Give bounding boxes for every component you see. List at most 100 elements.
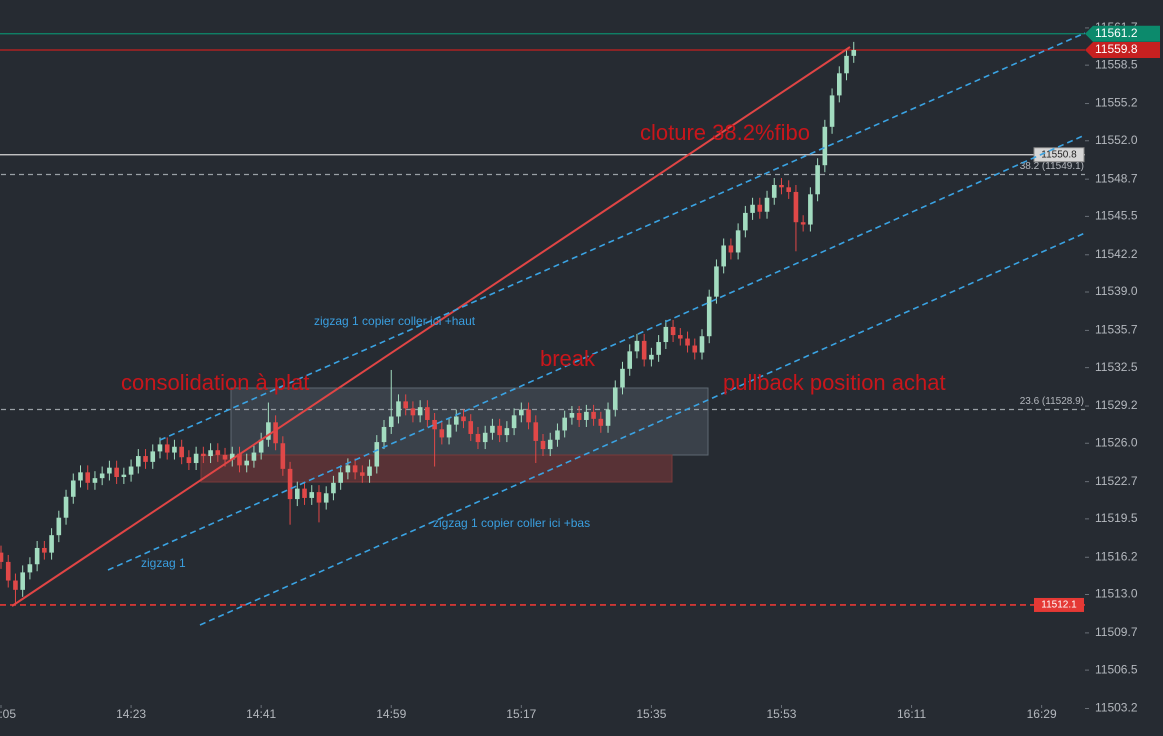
candle-body bbox=[201, 453, 206, 457]
candle-body bbox=[453, 416, 459, 425]
candle-body bbox=[107, 467, 112, 474]
candle-body bbox=[808, 194, 813, 225]
candle-body bbox=[547, 439, 553, 450]
candle-body bbox=[417, 407, 423, 416]
candle-body bbox=[215, 450, 221, 455]
candle-body bbox=[540, 440, 546, 450]
candle-body bbox=[432, 419, 437, 430]
candle-body bbox=[526, 409, 531, 423]
price-tag-label: 11559.8 bbox=[1095, 42, 1138, 56]
candle-body bbox=[750, 204, 755, 213]
candle-body bbox=[157, 444, 163, 452]
candle-body bbox=[352, 465, 358, 473]
candle-body bbox=[164, 444, 170, 453]
candle-body bbox=[63, 496, 69, 518]
x-tick-label: 15:35 bbox=[636, 707, 666, 721]
candle-body bbox=[475, 433, 481, 443]
candle-body bbox=[56, 517, 62, 536]
candle-body bbox=[208, 450, 213, 457]
price-tag-label: 11561.2 bbox=[1095, 26, 1138, 40]
candle-body bbox=[374, 442, 380, 467]
candle-body bbox=[757, 204, 763, 212]
candle-body bbox=[678, 335, 683, 339]
y-tick-label: 11555.2 bbox=[1095, 96, 1138, 110]
candle-body bbox=[793, 191, 799, 223]
candle-body bbox=[193, 453, 199, 464]
candle-body bbox=[78, 472, 83, 481]
y-tick-label: 11506.5 bbox=[1095, 662, 1138, 676]
price-tag bbox=[1033, 147, 1085, 163]
candle-body bbox=[0, 552, 4, 562]
candle-body bbox=[99, 473, 105, 479]
y-tick-label: 11548.7 bbox=[1095, 171, 1138, 185]
candle-body bbox=[150, 451, 156, 462]
candle-body bbox=[815, 165, 820, 195]
candle-body bbox=[27, 564, 33, 573]
candle-body bbox=[504, 428, 510, 436]
candle-body bbox=[367, 466, 372, 476]
candle-body bbox=[670, 326, 676, 336]
annotation: cloture 38.2%fibo bbox=[640, 120, 810, 145]
candle-body bbox=[331, 482, 336, 494]
zigzag-line bbox=[11, 46, 851, 607]
y-tick-label: 11519.5 bbox=[1095, 511, 1138, 525]
y-tick-label: 11535.7 bbox=[1095, 323, 1138, 337]
candle-body bbox=[70, 480, 76, 497]
candle-body bbox=[569, 413, 575, 418]
candle-body bbox=[92, 478, 98, 483]
candle-body bbox=[229, 453, 235, 460]
candle-body bbox=[800, 222, 806, 225]
candle-body bbox=[381, 426, 387, 443]
candle-body bbox=[244, 460, 250, 466]
candle-body bbox=[172, 446, 177, 453]
candle-body bbox=[692, 345, 698, 353]
candle-body bbox=[620, 368, 625, 388]
candle-body bbox=[287, 468, 293, 500]
x-tick-label: 14:41 bbox=[246, 707, 276, 721]
candle-body bbox=[461, 416, 466, 422]
candle-body bbox=[482, 432, 488, 443]
candle-body bbox=[562, 417, 567, 431]
candle-body bbox=[425, 407, 430, 420]
candle-body bbox=[735, 230, 741, 253]
candle-body bbox=[468, 421, 474, 434]
candle-body bbox=[786, 187, 792, 192]
candle-body bbox=[237, 453, 242, 466]
candle-body bbox=[822, 126, 828, 166]
annotation: zigzag 1 copier coller ici +haut bbox=[314, 314, 476, 328]
candle-body bbox=[663, 326, 669, 343]
candle-body bbox=[5, 561, 11, 581]
candle-body bbox=[222, 454, 228, 460]
candle-body bbox=[439, 429, 445, 438]
annotation: pullback position achat bbox=[723, 370, 946, 395]
price-tag-label: 11550.8 bbox=[1041, 149, 1077, 160]
price-tag bbox=[1085, 42, 1160, 59]
candle-body bbox=[280, 443, 286, 469]
candle-body bbox=[519, 409, 524, 416]
candle-body bbox=[576, 413, 582, 420]
price-tag bbox=[1085, 25, 1160, 42]
candle-body bbox=[627, 351, 633, 369]
support-box bbox=[200, 454, 673, 483]
annotation: consolidation à plat bbox=[121, 370, 309, 395]
candle-body bbox=[699, 336, 705, 353]
channel-line bbox=[159, 32, 1086, 441]
candle-body bbox=[403, 401, 408, 409]
candle-body bbox=[511, 415, 517, 429]
y-tick-label: 11552.0 bbox=[1095, 133, 1138, 147]
price-tag bbox=[1034, 597, 1084, 612]
y-tick-label: 11545.5 bbox=[1095, 209, 1138, 223]
annotation: zigzag 1 copier coller ici +bas bbox=[433, 516, 590, 530]
candle-body bbox=[323, 493, 329, 503]
candle-body bbox=[779, 184, 784, 188]
candle-body bbox=[605, 409, 611, 426]
candle-body bbox=[490, 425, 495, 433]
y-tick-label: 11503.2 bbox=[1095, 701, 1138, 715]
candle-body bbox=[829, 95, 835, 127]
candle-body bbox=[591, 411, 596, 419]
candle-body bbox=[316, 492, 322, 503]
candles bbox=[0, 41, 857, 605]
y-tick-label: 11522.7 bbox=[1095, 474, 1138, 488]
candle-body bbox=[533, 422, 539, 441]
